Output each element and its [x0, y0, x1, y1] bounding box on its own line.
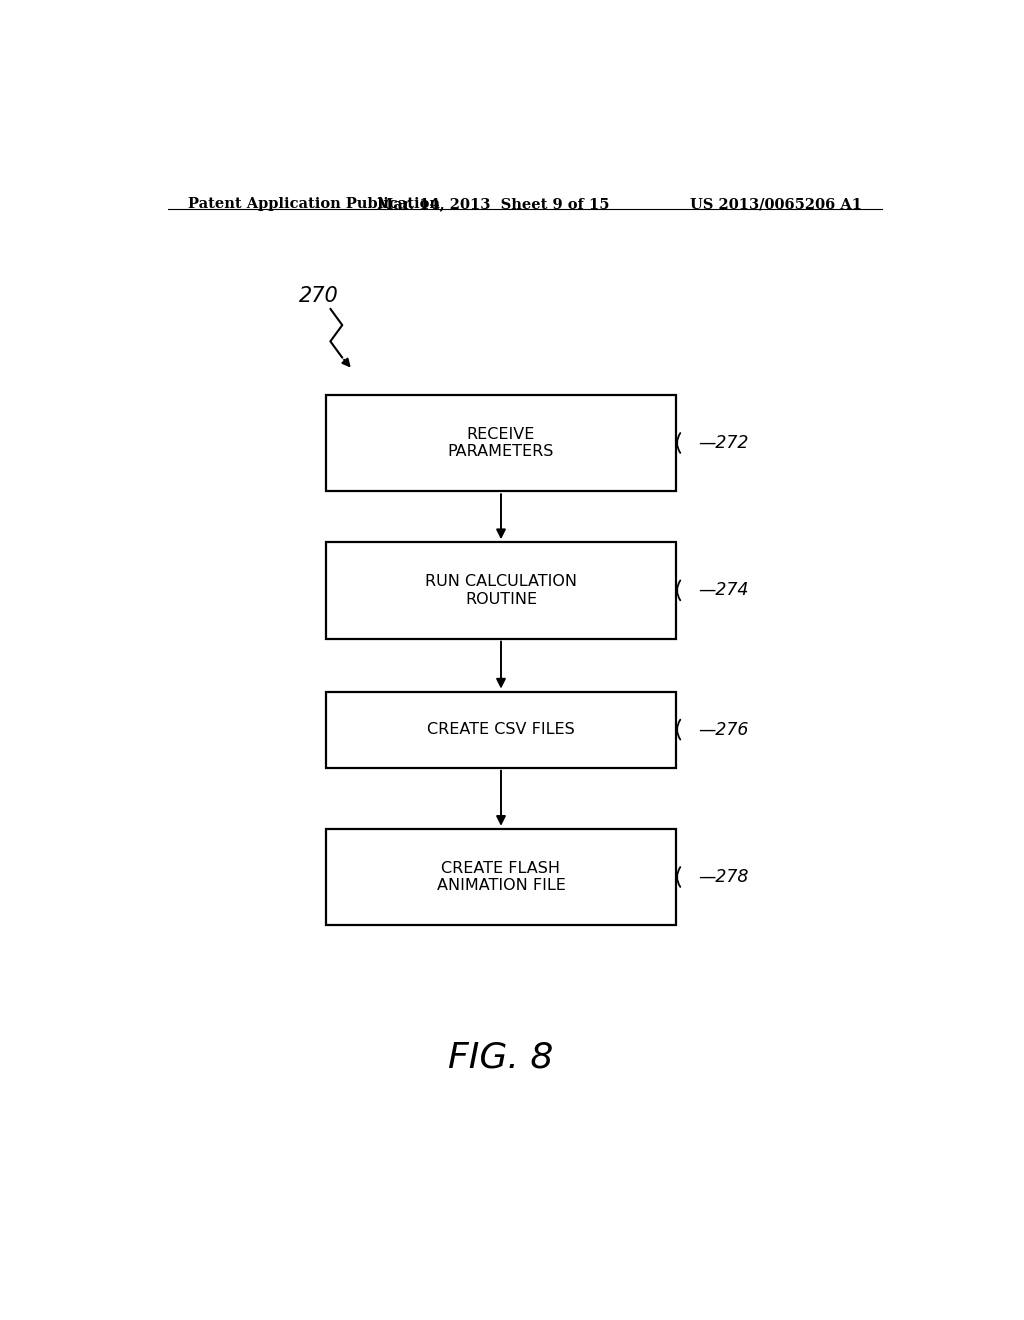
Text: CREATE FLASH
ANIMATION FILE: CREATE FLASH ANIMATION FILE [436, 861, 565, 894]
Text: Patent Application Publication: Patent Application Publication [187, 197, 439, 211]
Bar [327, 692, 676, 768]
Text: RECEIVE
PARAMETERS: RECEIVE PARAMETERS [447, 426, 554, 459]
Text: FIG. 8: FIG. 8 [449, 1041, 554, 1074]
Bar [327, 395, 676, 491]
Text: —272: —272 [697, 434, 749, 451]
Text: RUN CALCULATION
ROUTINE: RUN CALCULATION ROUTINE [425, 574, 577, 607]
Text: —274: —274 [697, 581, 749, 599]
Text: 270: 270 [299, 285, 338, 306]
Bar [327, 543, 676, 639]
Text: Mar. 14, 2013  Sheet 9 of 15: Mar. 14, 2013 Sheet 9 of 15 [377, 197, 609, 211]
Text: —276: —276 [697, 721, 749, 739]
Bar [327, 829, 676, 925]
Text: US 2013/0065206 A1: US 2013/0065206 A1 [690, 197, 862, 211]
Text: CREATE CSV FILES: CREATE CSV FILES [427, 722, 574, 737]
Text: —278: —278 [697, 869, 749, 886]
